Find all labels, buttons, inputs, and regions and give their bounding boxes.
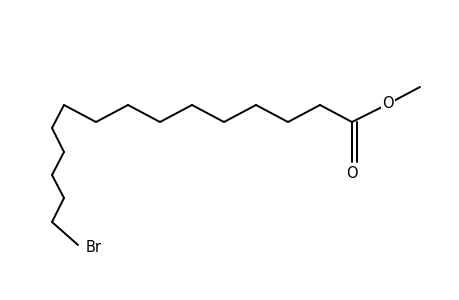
Text: Br: Br (86, 241, 102, 256)
Text: O: O (381, 97, 393, 112)
Text: O: O (346, 167, 357, 182)
